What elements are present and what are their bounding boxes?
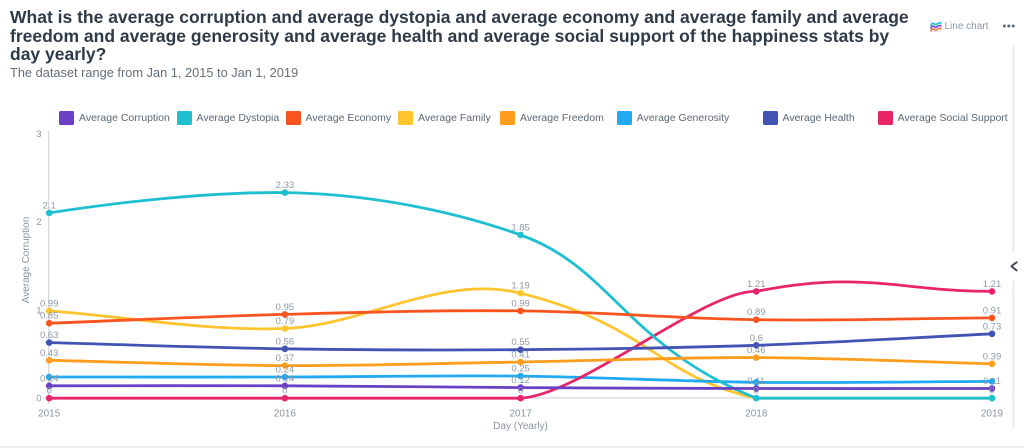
svg-text:2: 2 xyxy=(36,217,41,228)
svg-text:0.85: 0.85 xyxy=(40,311,59,322)
svg-text:0.12: 0.12 xyxy=(511,375,530,386)
svg-text:1.21: 1.21 xyxy=(747,279,766,290)
svg-text:0.6: 0.6 xyxy=(750,333,763,344)
svg-text:0: 0 xyxy=(518,386,523,397)
svg-text:0.99: 0.99 xyxy=(40,298,59,309)
svg-text:0: 0 xyxy=(282,386,287,397)
svg-text:2015: 2015 xyxy=(38,409,61,420)
svg-text:0.63: 0.63 xyxy=(40,330,59,341)
svg-text:1.19: 1.19 xyxy=(511,281,530,292)
svg-text:0.14: 0.14 xyxy=(276,373,295,384)
svg-text:2.33: 2.33 xyxy=(276,180,295,191)
svg-text:0.89: 0.89 xyxy=(747,307,766,318)
svg-text:1: 1 xyxy=(36,305,41,316)
svg-text:0: 0 xyxy=(754,386,759,397)
svg-text:2019: 2019 xyxy=(981,409,1004,420)
svg-text:2018: 2018 xyxy=(745,409,768,420)
svg-text:0.56: 0.56 xyxy=(276,336,295,347)
svg-text:0.73: 0.73 xyxy=(983,321,1002,332)
svg-text:1.21: 1.21 xyxy=(983,279,1002,290)
svg-text:0.91: 0.91 xyxy=(983,305,1002,316)
svg-text:0.95: 0.95 xyxy=(276,302,295,313)
svg-text:3: 3 xyxy=(36,129,41,140)
svg-text:Average Corruption: Average Corruption xyxy=(21,217,32,304)
svg-text:0.14: 0.14 xyxy=(40,373,59,384)
svg-text:0.41: 0.41 xyxy=(511,350,530,361)
svg-text:0: 0 xyxy=(47,386,52,397)
svg-text:0.11: 0.11 xyxy=(747,376,765,387)
svg-text:0: 0 xyxy=(989,386,994,397)
svg-text:0.79: 0.79 xyxy=(276,316,295,327)
svg-text:0.39: 0.39 xyxy=(983,351,1002,362)
svg-text:0.46: 0.46 xyxy=(747,345,766,356)
svg-text:Day (Yearly): Day (Yearly) xyxy=(493,421,548,432)
svg-text:2016: 2016 xyxy=(274,409,297,420)
svg-text:0.25: 0.25 xyxy=(511,364,530,375)
svg-text:0.99: 0.99 xyxy=(511,298,530,309)
svg-text:2.1: 2.1 xyxy=(43,200,56,211)
svg-text:0.55: 0.55 xyxy=(511,337,530,348)
svg-text:0.37: 0.37 xyxy=(276,353,295,364)
svg-text:0.24: 0.24 xyxy=(276,365,295,376)
svg-text:0.11: 0.11 xyxy=(983,376,1001,387)
svg-text:1.85: 1.85 xyxy=(511,223,530,234)
svg-text:2017: 2017 xyxy=(509,409,532,420)
svg-text:0.43: 0.43 xyxy=(40,348,59,359)
svg-text:0: 0 xyxy=(36,394,41,405)
